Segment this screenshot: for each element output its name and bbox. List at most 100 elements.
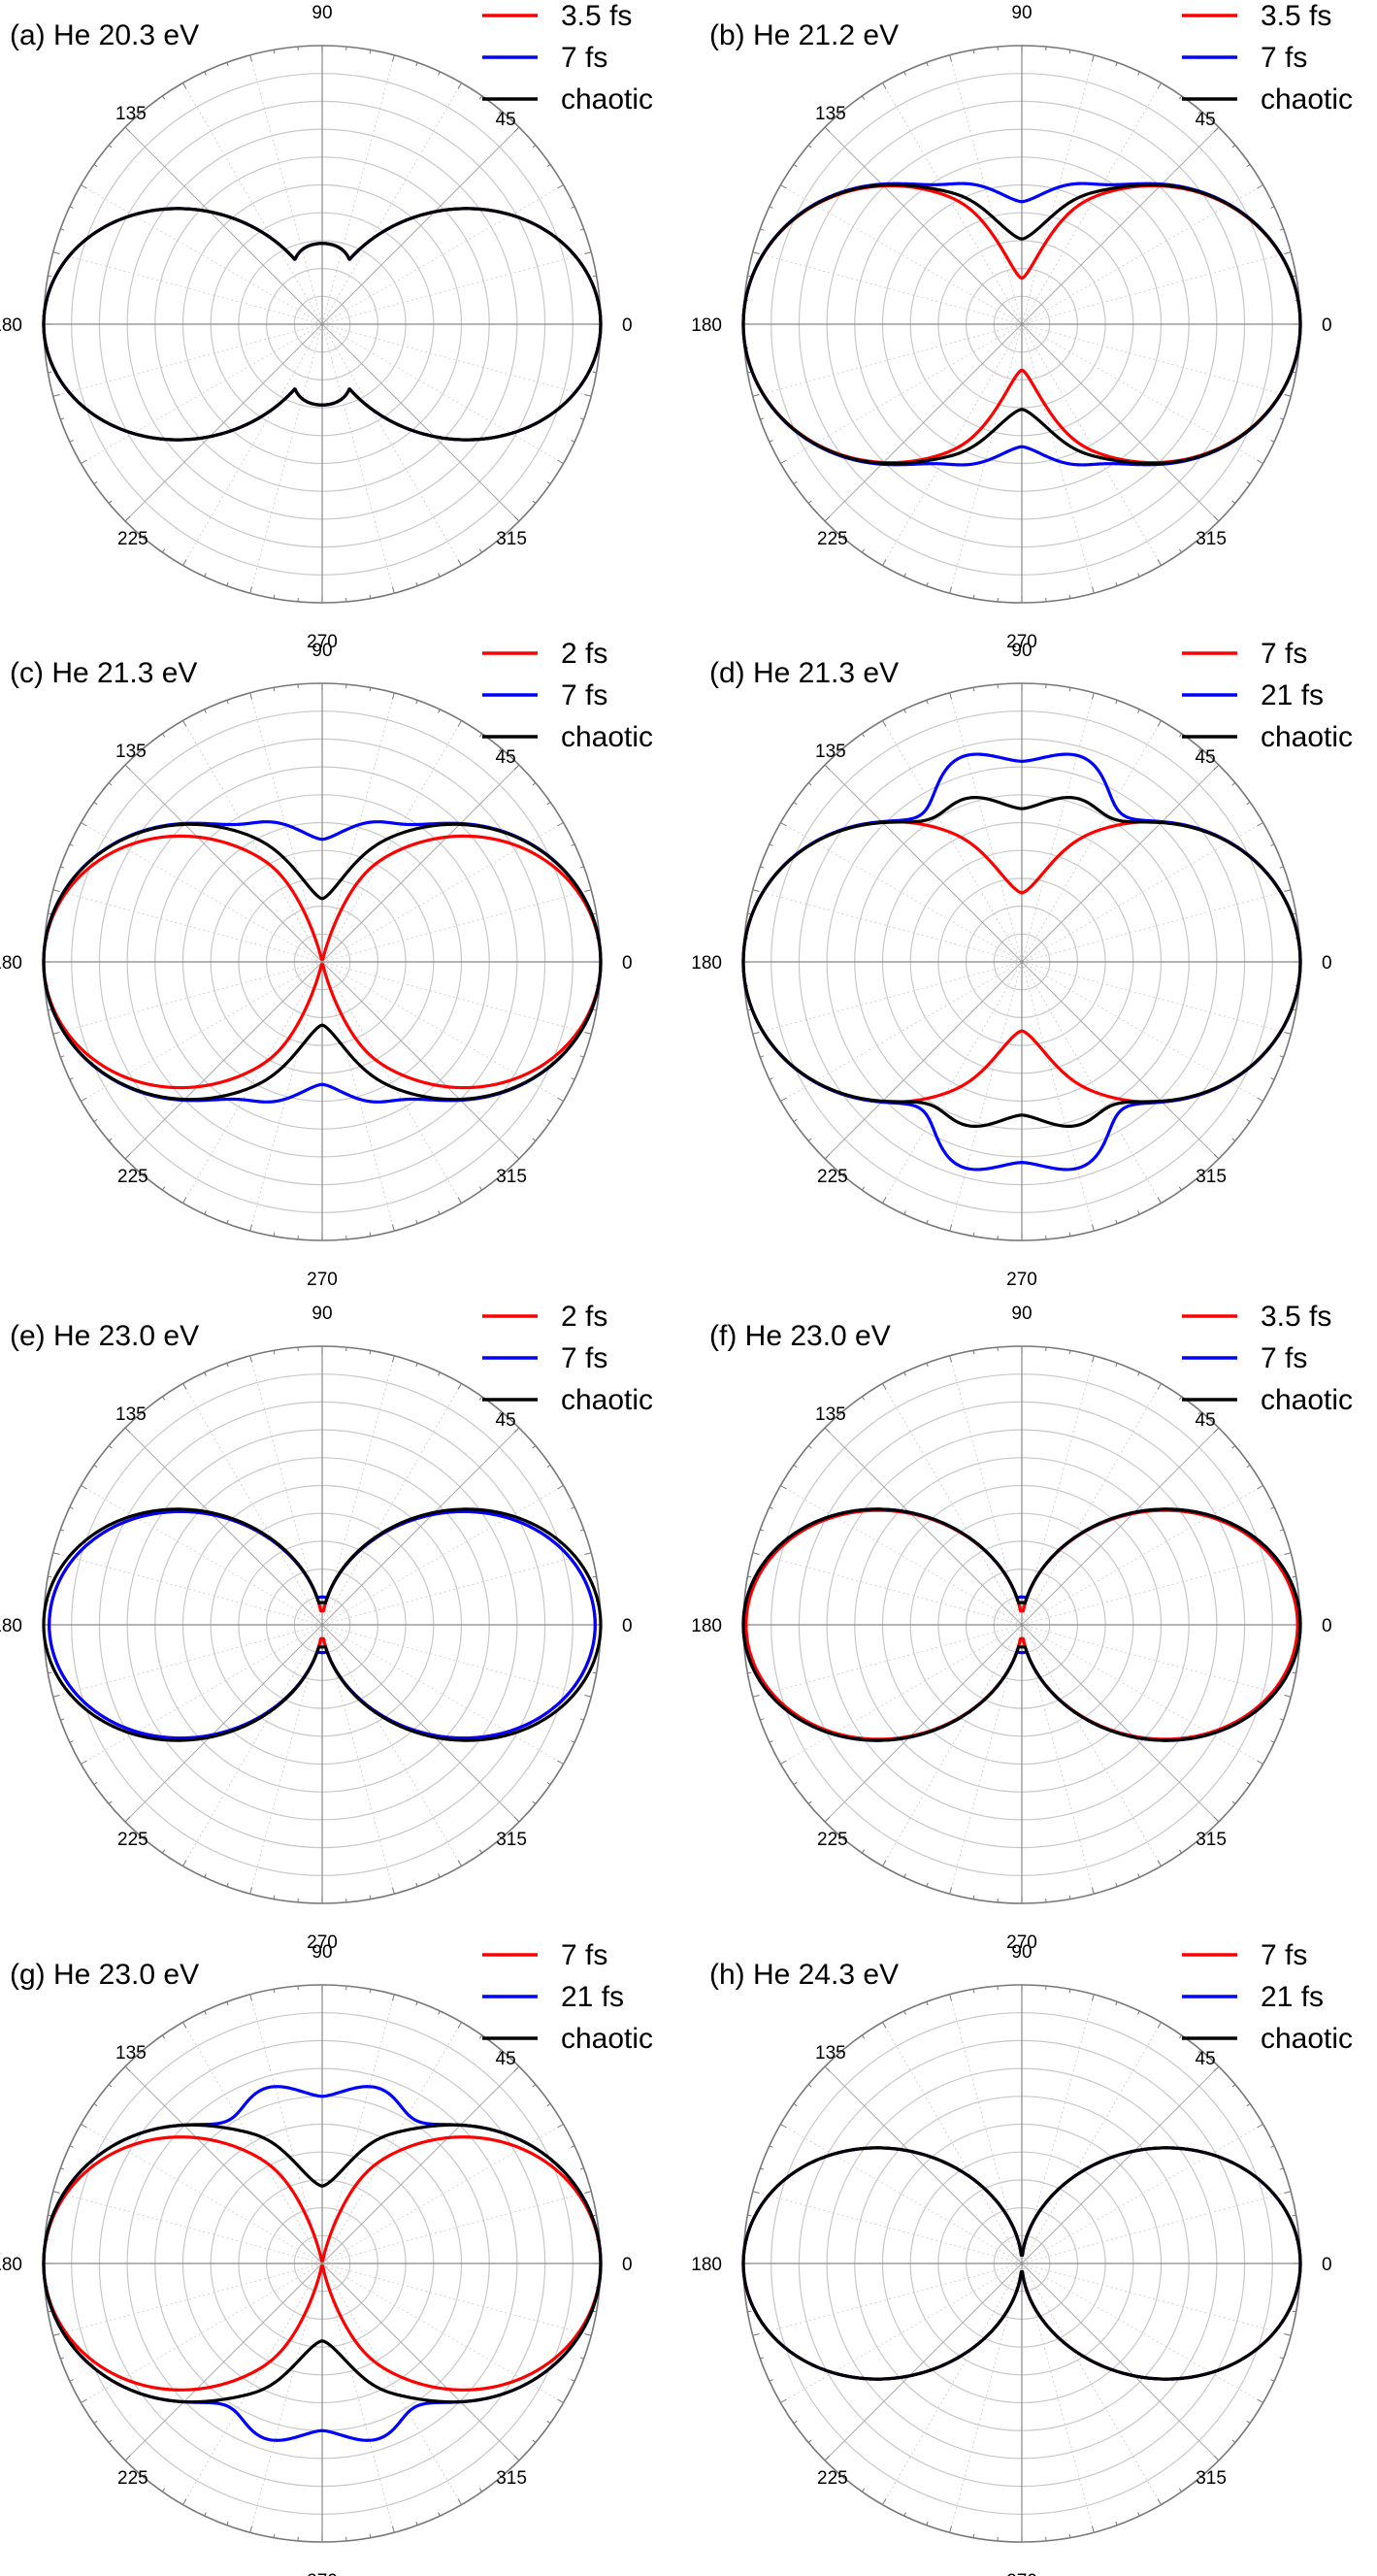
polar-tick — [1292, 2310, 1296, 2313]
polar-tick — [457, 1197, 462, 1204]
polar-tick — [249, 586, 253, 594]
polar-tick — [69, 2145, 74, 2148]
polar-tick — [438, 709, 441, 713]
polar-tick — [143, 2473, 147, 2478]
polar-tick — [204, 71, 207, 76]
polar-tick — [1178, 2034, 1183, 2039]
polar-tick — [579, 866, 584, 869]
polar-tick — [81, 2124, 87, 2129]
polar-tick — [1231, 782, 1236, 786]
polar-tick — [369, 1895, 372, 1899]
legend-label: 7 fs — [1261, 1342, 1307, 1374]
angle-tick-label: 315 — [496, 529, 527, 549]
polar-tick — [1137, 1210, 1140, 1215]
polar-tick — [824, 515, 831, 522]
angle-tick-label: 180 — [691, 1616, 722, 1636]
polar-tick — [143, 110, 147, 115]
polar-tick — [457, 720, 462, 727]
series-curve-chaotic — [42, 822, 603, 1102]
polar-spoke — [1021, 126, 1220, 325]
polar-tick — [226, 2521, 229, 2526]
polar-tick — [861, 1396, 866, 1401]
polar-tick — [861, 548, 866, 553]
polar-spoke — [124, 1624, 323, 1823]
polar-tick — [93, 2102, 98, 2107]
polar-tick — [143, 747, 147, 752]
polar-tick — [747, 1671, 752, 1674]
angle-tick-label: 0 — [1322, 2255, 1332, 2275]
angle-tick-label: 270 — [1006, 1270, 1037, 1290]
polar-tick — [571, 2379, 575, 2382]
polar-tick — [861, 1186, 866, 1191]
polar-spoke — [124, 961, 323, 1160]
polar-tick — [1213, 515, 1220, 522]
polar-tick — [226, 700, 229, 705]
polar-tick — [824, 2455, 831, 2461]
polar-tick — [161, 2488, 166, 2493]
polar-tick — [108, 782, 113, 786]
polar-tick — [124, 1816, 131, 1823]
polar-panel: 90 135 45 180 0 225 315 270 (h) He 24.3 eV 7 fs 21… — [691, 1939, 1353, 2576]
polar-tick — [1257, 459, 1263, 464]
angle-tick-label: 45 — [1196, 2049, 1216, 2069]
polar-tick — [882, 2498, 887, 2505]
polar-tick — [1270, 1506, 1275, 1509]
legend: 7 fs 21 fs chaotic — [482, 1939, 653, 2055]
polar-tick — [532, 145, 537, 149]
polar-tick — [747, 2214, 752, 2217]
polar-tick — [769, 1077, 773, 1080]
polar-tick — [926, 2521, 929, 2526]
polar-tick — [557, 1097, 564, 1102]
polar-tick — [161, 1849, 166, 1854]
polar-tick — [249, 1994, 253, 2001]
polar-tick — [204, 573, 207, 578]
polar-tick — [1231, 2084, 1236, 2088]
polar-tick — [579, 228, 584, 231]
polar-tick — [557, 2398, 564, 2403]
polar-tick — [226, 581, 229, 586]
polar-tick — [415, 2521, 418, 2526]
polar-tick — [1284, 1694, 1292, 1698]
legend-label: chaotic — [561, 1384, 653, 1416]
polar-spoke — [1021, 2065, 1220, 2264]
polar-tick — [161, 95, 166, 100]
polar-tick — [793, 480, 798, 485]
polar-tick — [926, 1219, 929, 1224]
angle-tick-label: 225 — [117, 2468, 148, 2489]
polar-tick — [882, 720, 887, 727]
angle-tick-label: 135 — [815, 742, 846, 762]
polar-tick — [415, 581, 418, 586]
polar-tick — [1068, 1989, 1071, 1994]
polar-tick — [769, 1740, 773, 1743]
polar-tick — [478, 1186, 483, 1191]
polar-tick — [369, 1350, 372, 1355]
polar-tick — [182, 1197, 187, 1204]
angle-tick-label: 45 — [496, 110, 516, 130]
angle-tick-label: 90 — [1011, 641, 1032, 661]
legend-label: 7 fs — [561, 679, 607, 711]
polar-tick — [1246, 801, 1251, 806]
angle-tick-label: 90 — [311, 1304, 332, 1324]
polar-tick — [1270, 2145, 1275, 2148]
polar-tick — [1115, 700, 1118, 705]
polar-tick — [760, 1718, 765, 1721]
angle-tick-label: 0 — [622, 2255, 633, 2275]
angle-tick-label: 315 — [1196, 529, 1227, 549]
polar-tick — [760, 866, 765, 869]
polar-tick — [52, 889, 60, 893]
polar-tick — [513, 1816, 520, 1823]
polar-tick — [438, 573, 441, 578]
polar-tick — [60, 1718, 65, 1721]
polar-tick — [182, 1383, 187, 1390]
polar-tick — [1115, 1219, 1118, 1224]
angle-tick-label: 315 — [496, 1167, 527, 1187]
polar-tick — [513, 764, 520, 771]
polar-spoke — [124, 1427, 323, 1626]
polar-tick — [52, 1031, 60, 1035]
legend: 3.5 fs 7 fs chaotic — [1182, 0, 1353, 116]
polar-tick — [1231, 1138, 1236, 1141]
polar-tick — [571, 206, 575, 209]
angle-tick-label: 90 — [1011, 1942, 1032, 1963]
polar-tick — [1157, 2498, 1162, 2505]
